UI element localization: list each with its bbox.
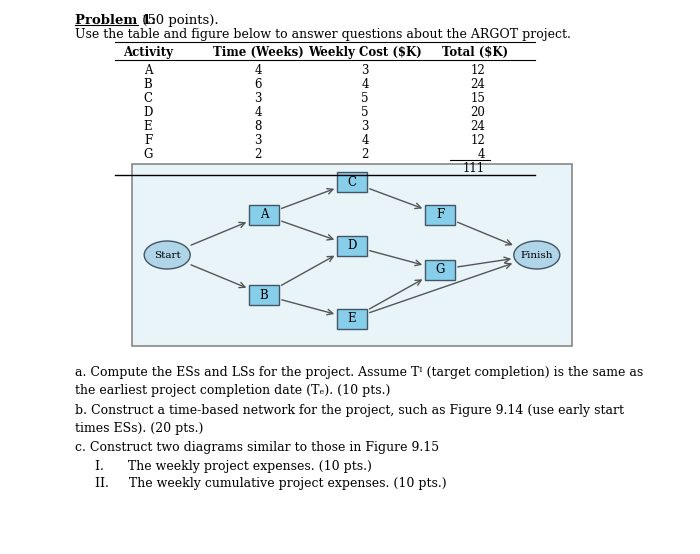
Text: Time (Weeks): Time (Weeks): [213, 46, 303, 59]
Text: 8: 8: [254, 120, 262, 133]
Ellipse shape: [144, 241, 190, 269]
Text: 111: 111: [463, 162, 485, 175]
Text: Weekly Cost ($K): Weekly Cost ($K): [308, 46, 422, 59]
Text: b. Construct a time-based network for the project, such as Figure 9.14 (use earl: b. Construct a time-based network for th…: [75, 404, 624, 435]
Text: G: G: [435, 263, 444, 276]
Text: B: B: [144, 78, 153, 91]
Text: 15: 15: [470, 92, 485, 105]
Text: F: F: [144, 134, 152, 147]
Text: A: A: [144, 64, 153, 77]
Text: 2: 2: [254, 148, 262, 161]
Text: Total ($K): Total ($K): [442, 46, 508, 59]
FancyBboxPatch shape: [249, 285, 279, 305]
Text: C: C: [347, 176, 356, 189]
Text: 5: 5: [361, 92, 369, 105]
Text: I.      The weekly project expenses. (10 pts.): I. The weekly project expenses. (10 pts.…: [95, 460, 372, 473]
Text: D: D: [144, 106, 153, 119]
Bar: [132, 164, 572, 346]
Text: B: B: [260, 289, 268, 301]
Text: Activity: Activity: [123, 46, 173, 59]
Text: 6: 6: [254, 78, 262, 91]
Text: E: E: [348, 312, 356, 325]
Text: 4: 4: [254, 106, 262, 119]
Text: 24: 24: [470, 120, 485, 133]
Text: 4: 4: [361, 78, 369, 91]
Text: C: C: [144, 92, 153, 105]
Text: Start: Start: [154, 250, 181, 259]
FancyBboxPatch shape: [337, 172, 367, 192]
Text: F: F: [436, 208, 444, 222]
Text: 2: 2: [361, 148, 369, 161]
Text: 3: 3: [254, 134, 262, 147]
FancyBboxPatch shape: [425, 260, 455, 280]
Text: 5: 5: [361, 106, 369, 119]
Text: 20: 20: [470, 106, 485, 119]
Text: c. Construct two diagrams similar to those in Figure 9.15: c. Construct two diagrams similar to tho…: [75, 441, 439, 454]
Text: II.     The weekly cumulative project expenses. (10 pts.): II. The weekly cumulative project expens…: [95, 477, 447, 490]
Text: a. Compute the ESs and LSs for the project. Assume Tᴵ (target completion) is the: a. Compute the ESs and LSs for the proje…: [75, 366, 643, 397]
Text: (50 points).: (50 points).: [138, 14, 218, 27]
FancyBboxPatch shape: [249, 205, 279, 225]
Text: 4: 4: [477, 148, 485, 161]
Text: 12: 12: [470, 64, 485, 77]
Text: E: E: [144, 120, 153, 133]
Ellipse shape: [514, 241, 560, 269]
Text: 12: 12: [470, 134, 485, 147]
Text: Finish: Finish: [521, 250, 553, 259]
Text: D: D: [347, 239, 357, 253]
Text: G: G: [144, 148, 153, 161]
Text: A: A: [260, 208, 268, 222]
Text: 3: 3: [361, 120, 369, 133]
Text: 3: 3: [254, 92, 262, 105]
Text: 4: 4: [361, 134, 369, 147]
Text: Use the table and figure below to answer questions about the ARGOT project.: Use the table and figure below to answer…: [75, 28, 571, 41]
FancyBboxPatch shape: [425, 205, 455, 225]
Text: 4: 4: [254, 64, 262, 77]
FancyBboxPatch shape: [337, 236, 367, 256]
Text: Problem 1:: Problem 1:: [75, 14, 156, 27]
FancyBboxPatch shape: [337, 309, 367, 329]
Text: 3: 3: [361, 64, 369, 77]
Text: 24: 24: [470, 78, 485, 91]
